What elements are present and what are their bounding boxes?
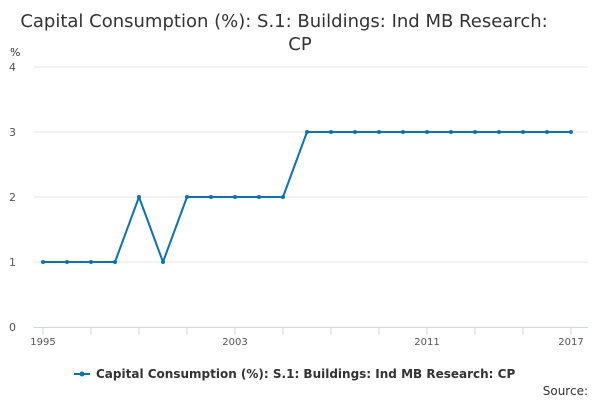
data-point[interactable] [305, 130, 309, 134]
x-tick-label: 2017 [558, 337, 583, 348]
y-tick-labels: 0 1 2 3 4 [9, 61, 16, 334]
y-tick-label: 2 [9, 191, 16, 204]
data-point[interactable] [185, 195, 189, 199]
data-point[interactable] [425, 130, 429, 134]
legend-label[interactable]: Capital Consumption (%): S.1: Buildings:… [96, 367, 515, 381]
y-tick-label: 1 [9, 256, 16, 269]
data-point[interactable] [89, 260, 93, 264]
y-tick-label: 3 [9, 126, 16, 139]
y-tick-label: 0 [9, 321, 16, 334]
data-point[interactable] [65, 260, 69, 264]
data-point[interactable] [545, 130, 549, 134]
data-point[interactable] [353, 130, 357, 134]
data-point[interactable] [449, 130, 453, 134]
legend-marker-icon [79, 371, 85, 377]
data-point[interactable] [281, 195, 285, 199]
data-point[interactable] [209, 195, 213, 199]
data-point[interactable] [41, 260, 45, 264]
legend[interactable]: Capital Consumption (%): S.1: Buildings:… [74, 367, 515, 381]
data-point[interactable] [497, 130, 501, 134]
y-tick-label: 4 [9, 61, 16, 74]
data-point[interactable] [257, 195, 261, 199]
data-point[interactable] [329, 130, 333, 134]
data-point[interactable] [401, 130, 405, 134]
chart-title-line-1: Capital Consumption (%): S.1: Buildings:… [20, 11, 547, 32]
y-axis-unit: % [10, 46, 20, 59]
x-tick-label: 2003 [222, 337, 247, 348]
source-label: Source: [543, 384, 588, 398]
x-tick-label: 2011 [414, 337, 439, 348]
chart-title-line-2: CP [288, 34, 312, 55]
data-point[interactable] [113, 260, 117, 264]
x-tick-labels: 1995 2003 2011 2017 [30, 337, 583, 348]
data-point[interactable] [233, 195, 237, 199]
data-point[interactable] [473, 130, 477, 134]
data-point[interactable] [137, 195, 141, 199]
x-axis [34, 327, 588, 335]
series [41, 130, 573, 264]
data-point[interactable] [161, 260, 165, 264]
data-point[interactable] [521, 130, 525, 134]
x-tick-label: 1995 [30, 337, 55, 348]
data-point[interactable] [377, 130, 381, 134]
grid-lines [34, 66, 588, 263]
data-point[interactable] [569, 130, 573, 134]
